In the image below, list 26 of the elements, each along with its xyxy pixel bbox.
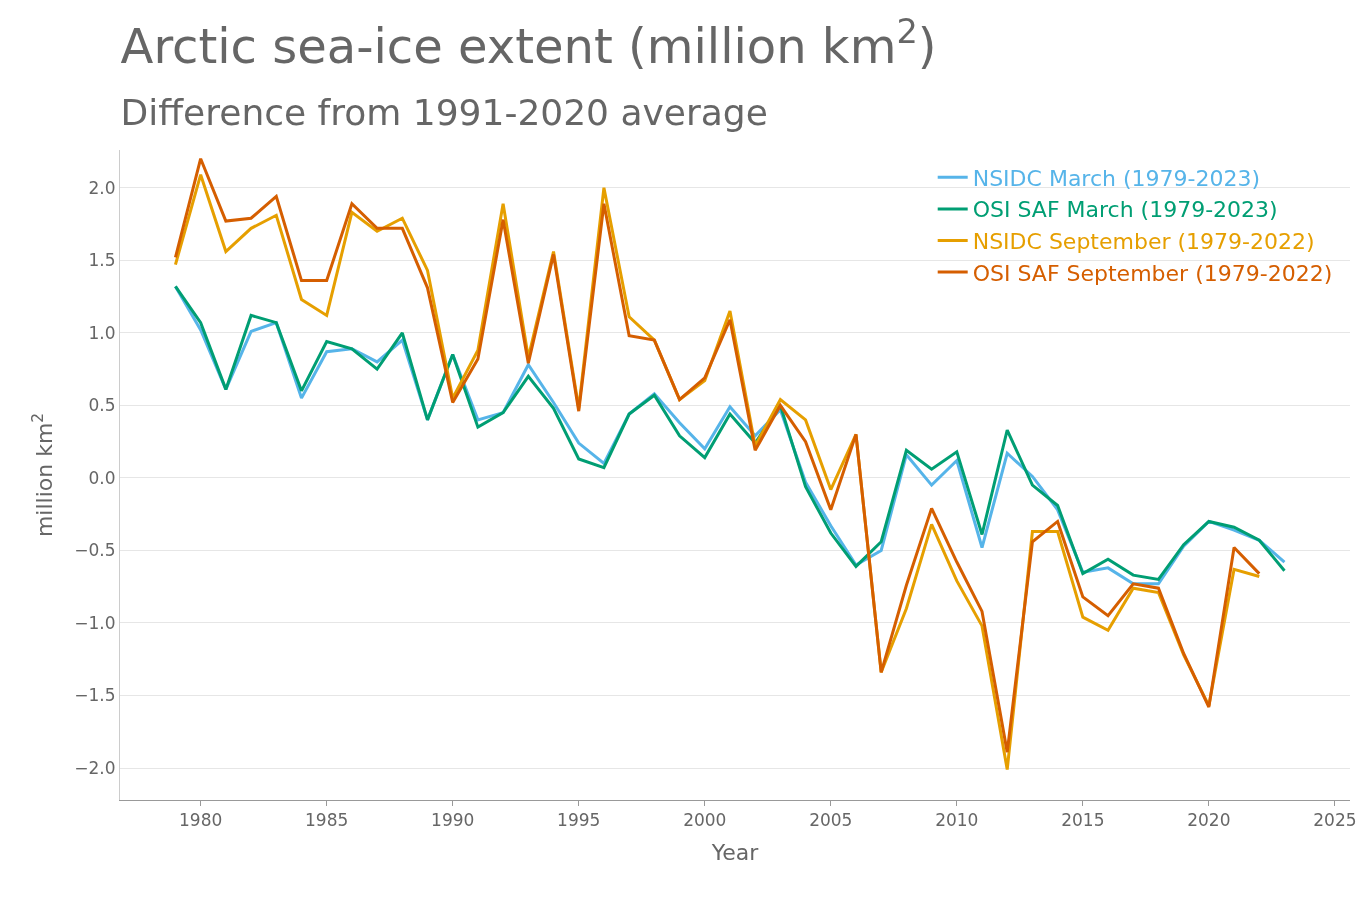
y-tick-label: −1.5 (74, 685, 116, 706)
x-tick-label: 2005 (809, 810, 853, 831)
legend-label: OSI SAF September (1979-2022) (972, 260, 1333, 286)
x-tick-label: 2025 (1313, 810, 1357, 831)
y-tick-label: −1.0 (74, 612, 116, 633)
x-tick-label: 1980 (179, 810, 223, 831)
y-tick-label: 0.5 (88, 395, 116, 416)
legend-label: NSIDC September (1979-2022) (972, 229, 1315, 255)
x-tick-label: 1985 (305, 810, 349, 831)
y-tick-label: 0.0 (88, 467, 116, 488)
chart-subtitle: Difference from 1991-2020 average (120, 92, 768, 134)
x-tick-label: 2010 (935, 810, 979, 831)
x-tick-label: 1990 (431, 810, 475, 831)
legend-label: OSI SAF March (1979-2023) (972, 197, 1278, 223)
chart-title: Arctic sea-ice extent (million km$^{2}$) (120, 11, 937, 74)
y-tick-label: 1.0 (88, 322, 116, 343)
x-tick-label: 2015 (1061, 810, 1105, 831)
x-tick-label: 2000 (683, 810, 727, 831)
x-tick-label: 1995 (557, 810, 601, 831)
x-tick-label: 2020 (1187, 810, 1231, 831)
y-tick-label: 2.0 (88, 177, 116, 198)
y-tick-label: −0.5 (74, 540, 116, 561)
y-tick-label: −2.0 (74, 758, 116, 779)
y-tick-label: 1.5 (88, 250, 116, 271)
x-axis-title: Year (710, 840, 760, 866)
legend-label: NSIDC March (1979-2023) (972, 165, 1261, 191)
